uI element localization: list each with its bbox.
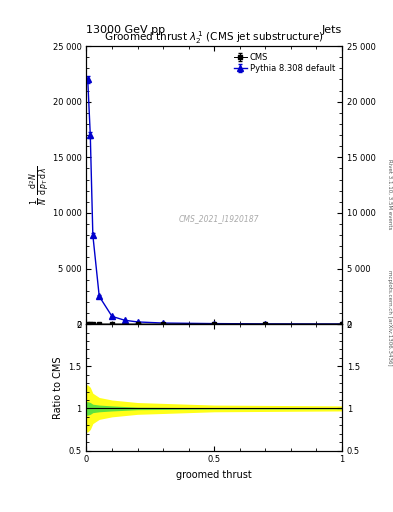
Text: mcplots.cern.ch [arXiv:1306.3436]: mcplots.cern.ch [arXiv:1306.3436] bbox=[387, 270, 392, 365]
Text: CMS_2021_I1920187: CMS_2021_I1920187 bbox=[179, 214, 259, 223]
Title: Groomed thrust $\lambda_2^{\,1}$ (CMS jet substructure): Groomed thrust $\lambda_2^{\,1}$ (CMS je… bbox=[105, 29, 324, 46]
Legend: CMS, Pythia 8.308 default: CMS, Pythia 8.308 default bbox=[231, 50, 338, 76]
Text: Jets: Jets bbox=[321, 25, 342, 35]
Text: 13000 GeV pp: 13000 GeV pp bbox=[86, 25, 165, 35]
Y-axis label: $\frac{1}{N}$ $\frac{\mathrm{d}^2N}{\mathrm{d}\,p_T\,\mathrm{d}\,\lambda}$: $\frac{1}{N}$ $\frac{\mathrm{d}^2N}{\mat… bbox=[29, 165, 51, 205]
Y-axis label: Ratio to CMS: Ratio to CMS bbox=[53, 356, 63, 419]
Text: Rivet 3.1.10, 3.5M events: Rivet 3.1.10, 3.5M events bbox=[387, 159, 392, 230]
X-axis label: groomed thrust: groomed thrust bbox=[176, 470, 252, 480]
